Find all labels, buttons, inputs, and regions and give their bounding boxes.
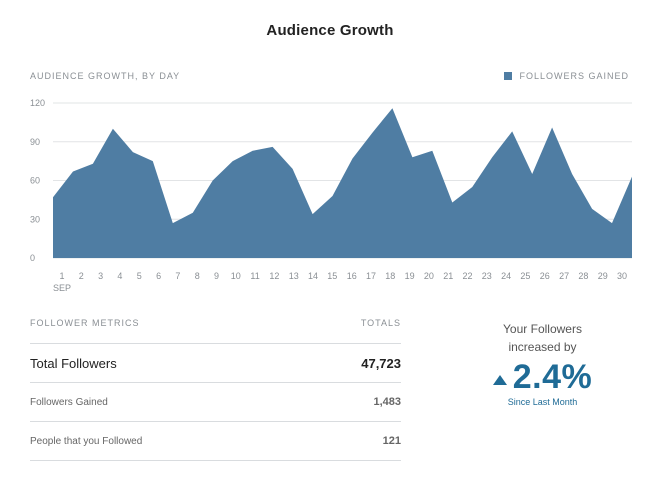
callout-line-2: increased by [508,340,577,354]
x-tick-label: 8 [195,271,200,281]
metric-label: People that you Followed [30,435,143,447]
metric-value: 47,723 [361,355,401,371]
chart-title: Audience Growth [266,22,394,39]
x-tick-label: 13 [289,271,299,281]
x-tick-label: 29 [598,271,608,281]
x-tick-label: 12 [269,271,279,281]
x-tick-label: 2 [79,271,84,281]
metrics-header-totals: TOTALS [360,318,401,328]
x-tick-label: 6 [156,271,161,281]
callout-line-1: Your Followers [503,322,582,336]
legend-swatch [504,72,513,80]
y-tick-label: 30 [30,214,40,224]
metric-label: Total Followers [30,355,117,371]
x-tick-label: 30 [617,271,627,281]
metric-value: 1,483 [373,396,401,408]
x-tick-label: 27 [559,271,569,281]
x-tick-label: 11 [250,271,259,281]
x-tick-label: 7 [175,271,180,281]
x-tick-label: 5 [137,271,142,281]
x-tick-label: 3 [98,271,103,281]
metric-label: Followers Gained [30,396,108,408]
growth-percentage: 2.4% [470,358,615,397]
metric-value: 121 [382,435,401,447]
table-row: Total Followers 47,723 [30,344,401,383]
x-tick-label: 28 [578,271,588,281]
table-row: People that you Followed 121 [30,422,401,461]
x-tick-label: 23 [482,271,492,281]
y-tick-label: 120 [30,98,45,108]
series-area-followers-gained [53,108,632,258]
chart-legend: FOLLOWERS GAINED [504,71,629,81]
metrics-header-label: FOLLOWER METRICS [30,318,140,328]
x-tick-label: 19 [405,271,415,281]
follower-metrics-table: FOLLOWER METRICS TOTALS Total Followers … [30,318,401,461]
x-month-label: SEP [53,283,71,293]
metrics-header: FOLLOWER METRICS TOTALS [30,318,401,344]
growth-callout: Your Followers increased by 2.4% Since L… [470,320,615,407]
table-row: Followers Gained 1,483 [30,383,401,422]
x-tick-label: 25 [520,271,530,281]
x-tick-label: 1 [59,271,64,281]
x-tick-label: 14 [308,271,318,281]
legend-label: FOLLOWERS GAINED [519,71,629,81]
y-tick-label: 90 [30,137,40,147]
x-tick-label: 10 [231,271,241,281]
x-tick-label: 18 [385,271,395,281]
x-tick-label: 16 [347,271,357,281]
x-tick-label: 20 [424,271,434,281]
x-tick-label: 15 [327,271,337,281]
growth-value: 2.4% [512,358,593,396]
x-tick-label: 21 [443,271,453,281]
since-last-month: Since Last Month [507,397,578,407]
x-tick-label: 17 [366,271,376,281]
y-tick-label: 60 [30,176,40,186]
x-tick-label: 24 [501,271,511,281]
x-tick-label: 26 [540,271,550,281]
triangle-up-icon [492,374,507,385]
x-tick-label: 9 [214,271,219,281]
x-tick-label: 22 [462,271,472,281]
y-tick-label: 0 [30,253,35,263]
chart-subtitle: AUDIENCE GROWTH, BY DAY [30,71,181,81]
x-tick-label: 4 [117,271,122,281]
